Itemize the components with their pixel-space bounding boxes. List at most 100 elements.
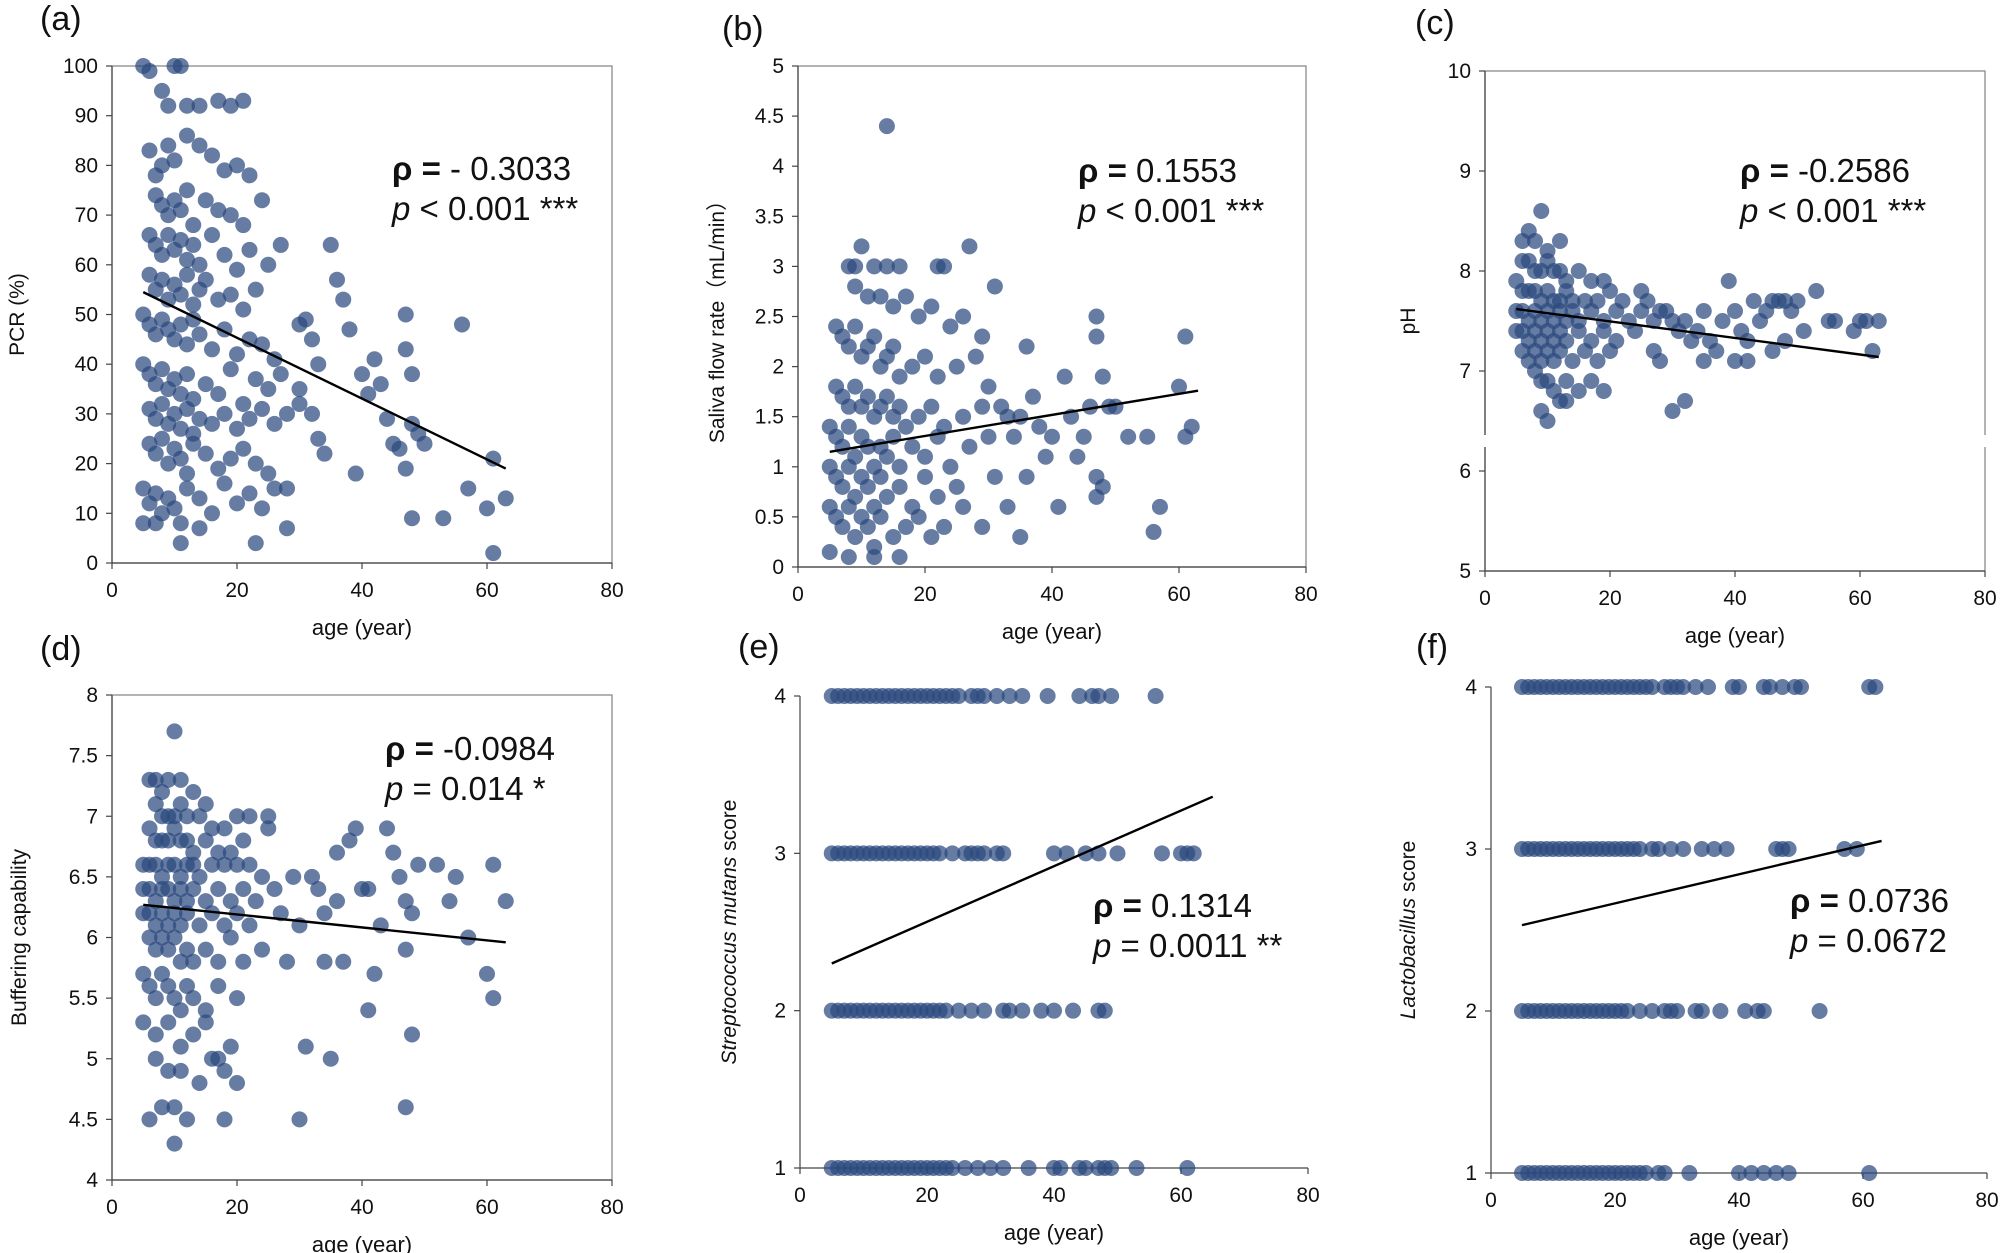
scatter-point xyxy=(147,485,164,502)
scatter-point xyxy=(866,548,883,565)
scatter-point xyxy=(980,378,997,395)
scatter-point xyxy=(878,258,895,275)
scatter-point xyxy=(1014,1002,1031,1019)
scatter-point xyxy=(204,505,220,522)
scatter-point xyxy=(955,408,972,425)
p-annotation: p < 0.001 *** xyxy=(1739,192,1926,229)
scatter-point xyxy=(1870,313,1887,329)
scatter-point xyxy=(1739,333,1756,349)
scatter-point xyxy=(885,338,902,355)
scatter-point xyxy=(1120,428,1137,445)
scatter-point xyxy=(986,468,1003,485)
scatter-point xyxy=(179,480,195,497)
scatter-point xyxy=(166,820,183,837)
y-tick-label: 1.5 xyxy=(755,406,784,429)
p-value: = 0.0011 ** xyxy=(1111,927,1282,964)
scatter-point xyxy=(834,478,851,495)
scatter-point xyxy=(1103,688,1120,704)
scatter-point xyxy=(372,376,389,393)
scatter-point xyxy=(1024,388,1041,405)
scatter-point xyxy=(241,241,258,258)
y-tick-label: 90 xyxy=(75,105,98,128)
scatter-point xyxy=(147,410,164,427)
scatter-point xyxy=(185,217,202,234)
scatter-point xyxy=(272,236,289,253)
scatter-point xyxy=(1793,679,1809,695)
scatter-point xyxy=(160,207,177,224)
scatter-point xyxy=(241,167,258,184)
scatter-point xyxy=(397,941,414,958)
scatter-point xyxy=(1570,263,1587,279)
scatter-point xyxy=(910,308,927,325)
scatter-point xyxy=(154,361,170,378)
scatter-point xyxy=(961,238,978,255)
scatter-point xyxy=(891,258,908,275)
x-tick-label: 20 xyxy=(913,583,936,606)
scatter-point xyxy=(1645,343,1662,359)
scatter-point xyxy=(166,405,183,422)
p-annotation: p < 0.001 *** xyxy=(391,190,578,227)
p-annotation: p < 0.001 *** xyxy=(1077,192,1264,229)
scatter-point xyxy=(179,978,195,994)
scatter-point xyxy=(988,688,1005,704)
scatter-point xyxy=(944,845,961,862)
rho-annotation: ρ = 0.1553 xyxy=(1078,152,1237,189)
p-annotation: p = 0.014 * xyxy=(384,770,546,807)
scatter-point xyxy=(1768,1165,1785,1181)
x-tick-label: 0 xyxy=(792,583,804,606)
scatter-point xyxy=(1071,688,1088,704)
scatter-point xyxy=(172,202,189,219)
x-tick-label: 80 xyxy=(1975,1189,1998,1212)
scatter-point xyxy=(160,455,177,472)
x-tick-label: 40 xyxy=(350,1196,373,1219)
scatter-point xyxy=(210,953,227,970)
scatter-point xyxy=(1050,498,1067,515)
scatter-point xyxy=(1681,1165,1698,1181)
scatter-point xyxy=(1808,283,1825,299)
y-axis-label: Saliva flow rate（mL/min） xyxy=(706,190,729,443)
scatter-point xyxy=(1867,679,1884,695)
scatter-point xyxy=(147,326,164,343)
rho-annotation: ρ = -0.0984 xyxy=(385,730,555,767)
scatter-point xyxy=(210,202,227,219)
scatter-point xyxy=(216,856,233,873)
rho-label: ρ = xyxy=(1093,887,1151,924)
scatter-point xyxy=(247,371,264,388)
y-tick-label: 4 xyxy=(772,155,784,178)
scatter-point xyxy=(229,420,245,437)
scatter-point xyxy=(204,226,220,243)
scatter-point xyxy=(185,296,202,313)
scatter-point xyxy=(179,97,195,114)
scatter-point xyxy=(254,192,270,209)
scatter-point xyxy=(1827,313,1843,329)
rho-value: -0.0984 xyxy=(443,730,555,767)
rho-annotation: ρ = 0.0736 xyxy=(1790,882,1949,919)
scatter-point xyxy=(1065,1002,1082,1019)
scatter-point xyxy=(917,468,933,485)
y-tick-label: 5 xyxy=(772,55,784,78)
scatter-point xyxy=(995,1160,1012,1176)
rho-annotation: ρ = - 0.3033 xyxy=(392,150,571,187)
x-tick-label: 0 xyxy=(1479,587,1491,610)
scatter-point xyxy=(229,808,245,825)
scatter-point xyxy=(1046,845,1062,862)
scatter-point xyxy=(1706,841,1723,857)
scatter-point xyxy=(1656,1165,1673,1181)
scatter-point xyxy=(222,207,239,224)
scatter-point xyxy=(834,438,851,455)
x-tick-label: 20 xyxy=(915,1184,938,1207)
scatter-point xyxy=(1693,1003,1710,1019)
scatter-point xyxy=(1088,468,1105,485)
scatter-point xyxy=(322,1050,339,1067)
scatter-point xyxy=(160,917,177,934)
panel-d: 0 20 40 60 80 4 4.5 5 5.5 6 6.5 7 7.5 8 age (year) Buff… xyxy=(8,630,624,1253)
x-tick-label: 20 xyxy=(1603,1189,1626,1212)
scatter-point xyxy=(1012,528,1029,545)
scatter-point xyxy=(160,226,177,243)
scatter-point xyxy=(304,331,320,348)
scatter-point xyxy=(891,478,908,495)
scatter-point xyxy=(982,1160,999,1176)
x-tick-label: 80 xyxy=(1294,583,1317,606)
scatter-point xyxy=(235,832,252,849)
